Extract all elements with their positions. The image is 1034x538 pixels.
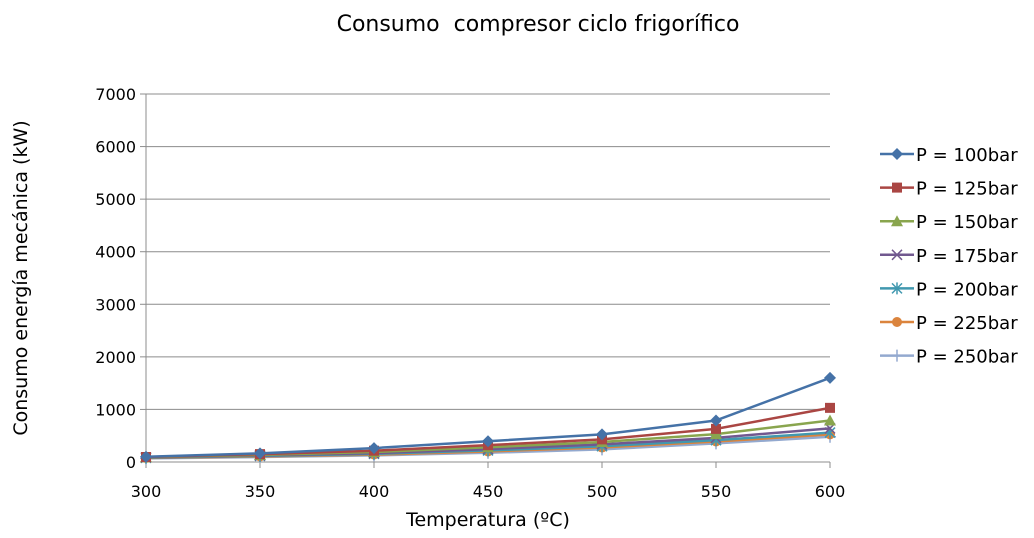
- series-point: [824, 371, 836, 384]
- x-tick-label: 300: [131, 482, 162, 501]
- legend-label: P = 100bar: [916, 145, 1018, 166]
- y-tick-label: 5000: [95, 190, 136, 209]
- series-point: [368, 442, 380, 455]
- series-point: [140, 450, 152, 463]
- series-point: [482, 435, 494, 448]
- legend-label: P = 200bar: [916, 279, 1018, 300]
- y-axis-label: Consumo energía mecánica (kW): [10, 120, 32, 435]
- x-tick-label: 600: [815, 482, 846, 501]
- series-point: [891, 349, 903, 362]
- legend-item: P = 175bar: [880, 246, 1018, 267]
- grid-lines: [146, 93, 830, 410]
- legend-item: P = 200bar: [880, 279, 1018, 300]
- legend-item: P = 125bar: [880, 179, 1018, 200]
- plot-area: [140, 371, 836, 465]
- legend-label: P = 175bar: [916, 246, 1018, 267]
- series-point: [892, 317, 902, 327]
- series-point: [596, 428, 608, 441]
- legend: P = 100bar P = 125bar P = 150bar P = 175bar…: [880, 145, 1018, 368]
- y-tick-label: 6000: [95, 138, 136, 157]
- x-tick-label: 400: [359, 482, 390, 501]
- legend-item: P = 225bar: [880, 313, 1018, 334]
- series-point: [710, 414, 722, 427]
- legend-item: P = 150bar: [880, 212, 1018, 233]
- series-point: [892, 182, 902, 193]
- legend-item: P = 100bar: [880, 145, 1018, 166]
- series-point: [254, 447, 266, 460]
- y-tick-label: 1000: [95, 400, 136, 419]
- chart-title: Consumo compresor ciclo frigorífico: [337, 12, 740, 37]
- x-axis-label: Temperatura (ºC): [405, 509, 570, 531]
- x-tick-label: 500: [587, 482, 618, 501]
- series-point: [891, 215, 903, 227]
- y-tick-label: 2000: [95, 348, 136, 367]
- series-point: [891, 249, 903, 261]
- legend-label: P = 150bar: [916, 212, 1018, 233]
- series-group: [140, 371, 836, 463]
- legend-item: P = 250bar: [880, 347, 1018, 368]
- y-tick-label: 7000: [95, 85, 136, 104]
- y-tick-label: 4000: [95, 243, 136, 262]
- series-point: [891, 282, 903, 295]
- series-point: [711, 423, 721, 434]
- y-tick-label: 3000: [95, 295, 136, 314]
- series-point: [825, 402, 835, 413]
- y-tick-label: 0: [126, 453, 136, 472]
- x-tick-label: 550: [701, 482, 732, 501]
- legend-label: P = 125bar: [916, 179, 1018, 200]
- axes: 0 1000 2000 3000 4000 5000 6000 7000 300 350 400 45…: [95, 85, 845, 501]
- series-point: [891, 148, 903, 160]
- x-tick-label: 450: [473, 482, 504, 501]
- series-point: [824, 414, 836, 426]
- x-tick-label: 350: [245, 482, 276, 501]
- legend-label: P = 225bar: [916, 313, 1018, 334]
- legend-label: P = 250bar: [916, 347, 1018, 368]
